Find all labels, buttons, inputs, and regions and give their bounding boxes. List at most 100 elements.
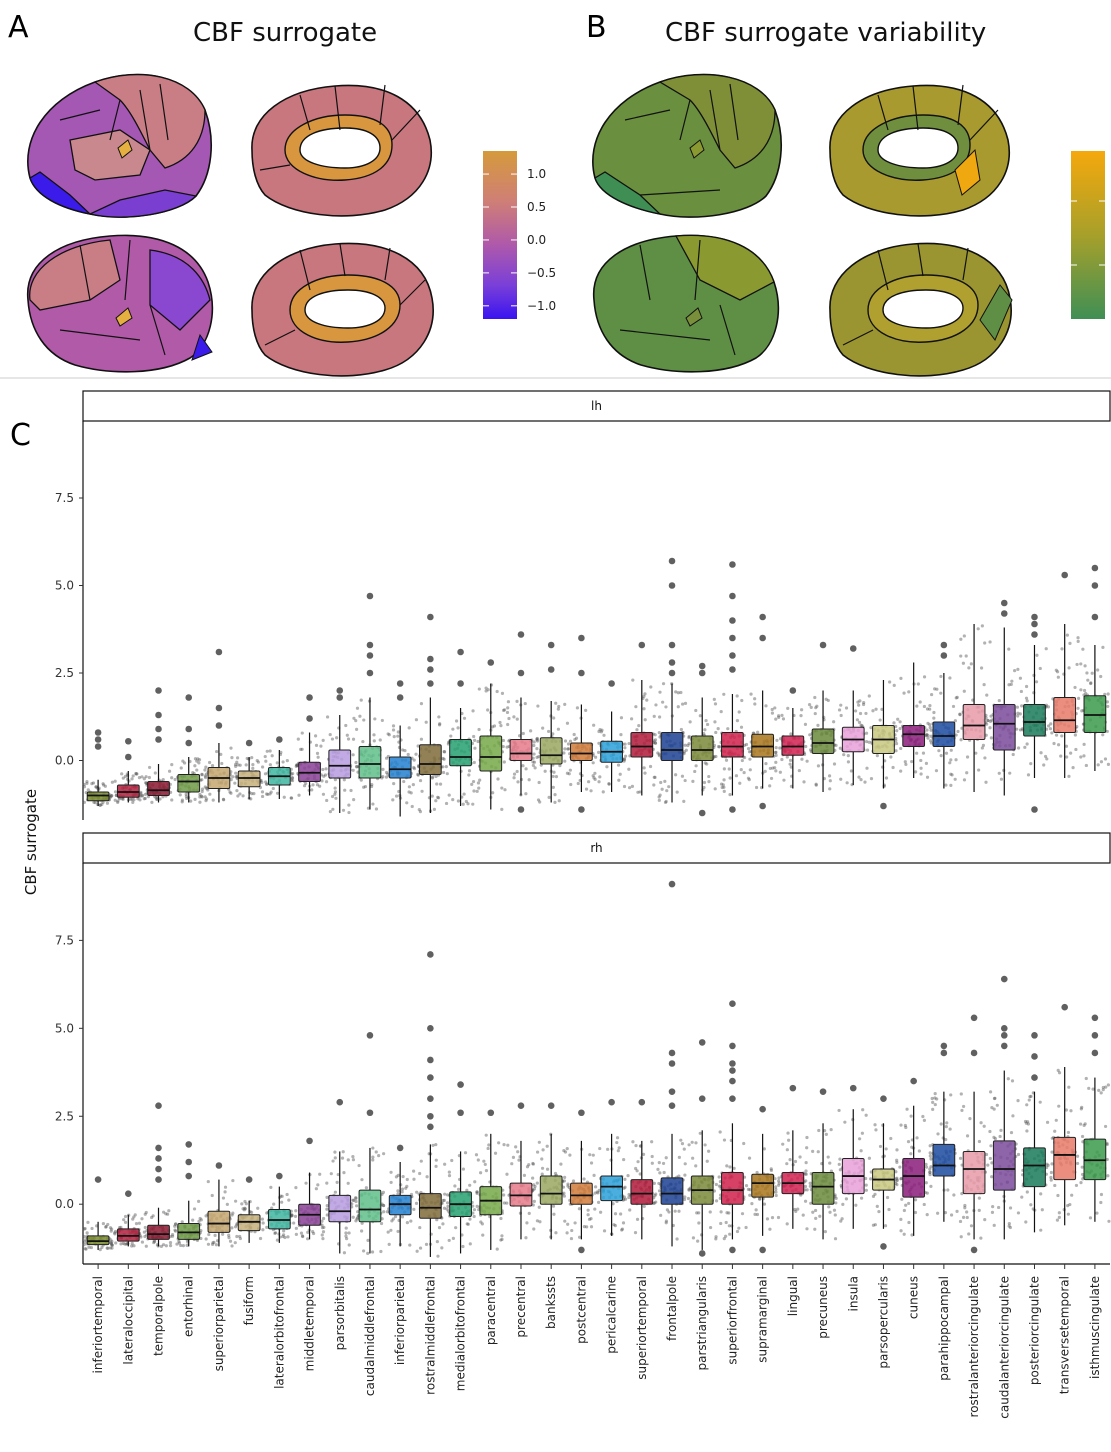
- outlier-point: [819, 1088, 827, 1095]
- jitter-point: [434, 1164, 438, 1168]
- jitter-point: [471, 709, 475, 713]
- jitter-point: [969, 662, 973, 666]
- jitter-point: [658, 1171, 662, 1175]
- jitter-point: [867, 1156, 872, 1160]
- jitter-point: [191, 1218, 195, 1222]
- jitter-point: [988, 1129, 992, 1134]
- jitter-point: [265, 782, 269, 786]
- jitter-point: [424, 1242, 429, 1247]
- jitter-point: [228, 790, 232, 794]
- jitter-point: [442, 750, 446, 754]
- jitter-point: [713, 720, 717, 724]
- jitter-point: [396, 1229, 400, 1234]
- jitter-point: [735, 694, 739, 698]
- jitter-point: [907, 690, 911, 694]
- jitter-point: [624, 754, 628, 758]
- brain-b-lh-medial: [829, 84, 1010, 217]
- jitter-point: [929, 1184, 933, 1188]
- jitter-point: [683, 701, 688, 705]
- x-tick-label: transversetemporal: [1058, 1276, 1072, 1394]
- jitter-point: [774, 1185, 778, 1189]
- jitter-point: [234, 775, 238, 779]
- jitter-point: [615, 1140, 619, 1145]
- jitter-point: [563, 747, 567, 751]
- box-pericalcarine-rh: [595, 1098, 628, 1236]
- box-supramarginal-rh: [746, 1105, 778, 1254]
- outlier-point: [306, 694, 313, 701]
- jitter-point: [636, 1160, 640, 1164]
- jitter-point: [200, 787, 205, 791]
- outlier-point: [668, 582, 676, 589]
- jitter-point: [997, 698, 1001, 703]
- jitter-point: [724, 1234, 728, 1238]
- outlier-point: [970, 1246, 978, 1254]
- jitter-point: [477, 786, 481, 790]
- jitter-point: [634, 1143, 638, 1148]
- jitter-point: [634, 705, 638, 709]
- jitter-point: [524, 767, 528, 771]
- jitter-point: [679, 1138, 683, 1142]
- jitter-point: [481, 1233, 485, 1237]
- jitter-point: [372, 733, 376, 737]
- jitter-point: [722, 767, 726, 771]
- panel-letter-b: B: [586, 10, 607, 45]
- box-middletemporal-lh: [294, 694, 326, 797]
- box-transversetemporal-rh: [1049, 1003, 1080, 1226]
- jitter-point: [233, 762, 238, 767]
- jitter-point: [984, 780, 988, 784]
- jitter-point: [793, 1159, 798, 1164]
- jitter-point: [91, 781, 96, 785]
- jitter-point: [652, 714, 656, 718]
- jitter-point: [228, 1239, 233, 1243]
- jitter-point: [482, 1159, 486, 1163]
- jitter-point: [948, 676, 952, 680]
- brain-b-rh-medial: [829, 242, 1013, 377]
- jitter-point: [87, 1245, 91, 1249]
- jitter-point: [642, 766, 646, 770]
- jitter-point: [109, 1241, 113, 1245]
- outlier-point: [94, 743, 102, 750]
- jitter-point: [464, 799, 468, 804]
- jitter-point: [230, 756, 234, 760]
- jitter-point: [394, 1175, 399, 1179]
- jitter-point: [961, 1215, 966, 1219]
- jitter-point: [988, 640, 992, 644]
- jitter-point: [150, 800, 154, 804]
- jitter-point: [573, 737, 577, 742]
- outlier-point: [1000, 1032, 1008, 1039]
- jitter-point: [234, 771, 238, 775]
- jitter-point: [300, 731, 304, 735]
- jitter-point: [565, 721, 570, 725]
- jitter-point: [861, 702, 866, 707]
- jitter-point: [705, 1159, 709, 1163]
- jitter-point: [899, 746, 903, 751]
- jitter-point: [391, 1217, 395, 1221]
- jitter-point: [594, 1185, 598, 1189]
- jitter-point: [552, 1212, 556, 1216]
- jitter-point: [714, 1237, 718, 1241]
- jitter-point: [143, 1212, 147, 1216]
- jitter-point: [1010, 1079, 1015, 1083]
- jitter-point: [221, 1196, 226, 1200]
- jitter-point: [898, 720, 902, 724]
- jitter-point: [261, 1221, 265, 1225]
- jitter-point: [495, 1247, 499, 1251]
- jitter-point: [650, 1154, 654, 1159]
- outlier-point: [276, 736, 283, 743]
- outlier-point: [1031, 806, 1038, 813]
- jitter-point: [803, 1199, 808, 1203]
- jitter-point: [418, 1171, 422, 1176]
- jitter-point: [702, 785, 706, 790]
- box-parsopercularis-rh: [867, 1095, 900, 1250]
- jitter-point: [887, 1207, 891, 1212]
- jitter-point: [195, 759, 199, 763]
- jitter-point: [511, 1155, 516, 1159]
- jitter-point: [885, 1195, 890, 1200]
- jitter-point: [728, 1232, 732, 1236]
- jitter-point: [837, 1162, 841, 1166]
- jitter-point: [291, 772, 295, 776]
- jitter-point: [913, 1210, 918, 1215]
- jitter-point: [906, 1140, 911, 1144]
- jitter-point: [320, 1233, 324, 1237]
- jitter-point: [476, 739, 480, 744]
